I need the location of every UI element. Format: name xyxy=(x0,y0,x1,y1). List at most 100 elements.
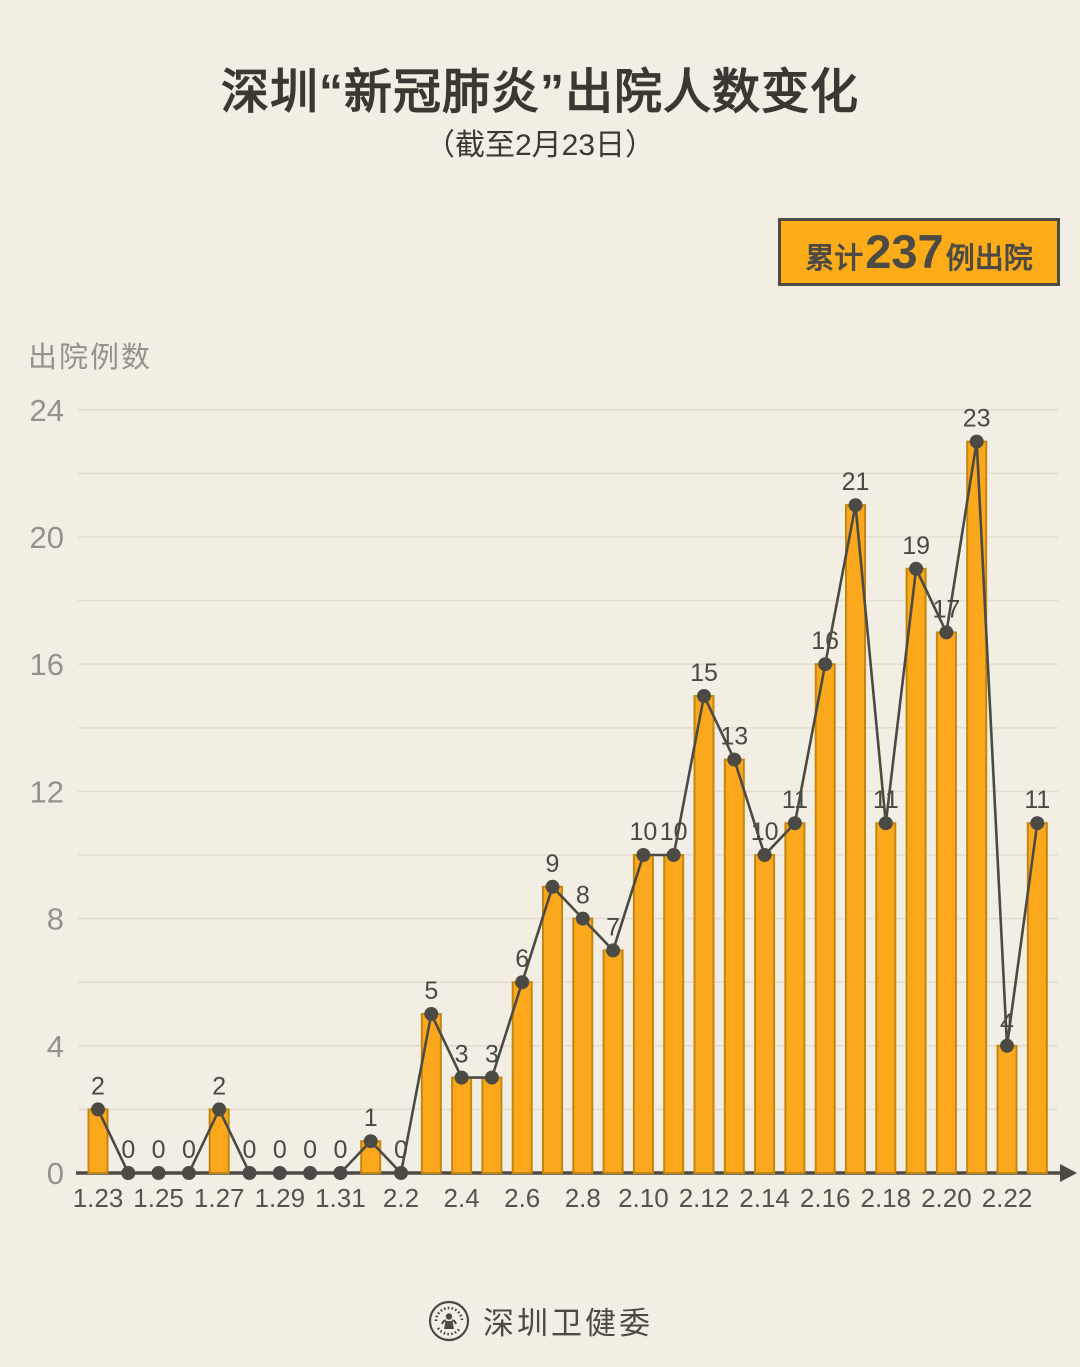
data-point-label: 0 xyxy=(243,1136,257,1164)
x-axis-arrow xyxy=(1060,1164,1077,1182)
data-point-dot xyxy=(181,1166,196,1180)
bar xyxy=(663,854,685,1174)
x-tick-label: 2.4 xyxy=(444,1183,480,1213)
data-point-dot xyxy=(454,1070,469,1085)
x-tick-label: 1.27 xyxy=(194,1183,245,1213)
data-point-label: 0 xyxy=(333,1136,347,1164)
data-point-label: 3 xyxy=(455,1041,469,1069)
y-tick-label: 12 xyxy=(30,774,64,809)
data-point-label: 21 xyxy=(842,468,870,496)
y-tick-label: 8 xyxy=(47,902,64,937)
data-point-label: 0 xyxy=(121,1136,135,1164)
data-point-label: 0 xyxy=(303,1136,317,1164)
data-point-dot xyxy=(91,1102,105,1117)
data-point-label: 8 xyxy=(576,882,590,910)
bar xyxy=(602,949,624,1175)
badge-suffix: 例出院 xyxy=(945,242,1033,275)
data-point-label: 19 xyxy=(902,532,930,560)
data-point-dot xyxy=(333,1166,348,1180)
data-point-dot xyxy=(969,434,984,449)
x-tick-label: 2.8 xyxy=(565,1183,601,1213)
data-point-dot xyxy=(424,1007,439,1021)
data-point-label: 0 xyxy=(182,1136,196,1164)
y-tick-label: 24 xyxy=(30,393,64,428)
footer: 深圳卫健委 xyxy=(0,1298,1080,1343)
data-point-label: 4 xyxy=(1000,1009,1014,1037)
data-point-dot xyxy=(757,848,772,862)
data-point-dot xyxy=(545,879,560,894)
data-point-label: 13 xyxy=(720,723,748,751)
bar xyxy=(845,504,866,1174)
x-tick-label: 2.12 xyxy=(679,1183,730,1213)
bar xyxy=(935,631,957,1174)
bar xyxy=(632,854,654,1174)
data-point-dot xyxy=(242,1166,257,1180)
data-point-dot xyxy=(606,943,621,958)
data-point-dot xyxy=(878,816,893,831)
data-point-label: 23 xyxy=(963,405,991,433)
bar xyxy=(996,1044,1018,1175)
y-tick-label: 20 xyxy=(30,520,64,555)
data-point-dot xyxy=(787,816,802,831)
bar xyxy=(542,885,563,1174)
data-point-dot xyxy=(575,911,590,926)
bar xyxy=(451,1076,473,1174)
page-title: 深圳“新冠肺炎”出院人数变化 xyxy=(220,66,859,119)
data-point-dot xyxy=(1000,1038,1014,1053)
data-point-label: 15 xyxy=(690,659,718,687)
badge-prefix: 累计 xyxy=(805,242,864,275)
data-point-label: 11 xyxy=(1024,786,1050,814)
x-tick-label: 2.14 xyxy=(739,1183,790,1213)
data-point-dot xyxy=(848,498,863,513)
x-tick-label: 1.25 xyxy=(133,1183,184,1213)
x-tick-label: 2.18 xyxy=(860,1183,911,1213)
data-point-label: 5 xyxy=(424,977,438,1005)
data-point-label: 2 xyxy=(91,1072,105,1100)
data-point-label: 11 xyxy=(873,786,899,814)
data-point-dot xyxy=(818,657,833,672)
bar xyxy=(723,758,745,1174)
bar xyxy=(784,822,806,1174)
x-tick-label: 2.2 xyxy=(383,1183,419,1213)
bar xyxy=(754,854,776,1174)
bar xyxy=(875,822,897,1174)
data-point-label: 17 xyxy=(932,595,960,623)
health-commission-seal-icon xyxy=(428,1300,470,1341)
data-point-dot xyxy=(484,1070,499,1085)
data-point-label: 11 xyxy=(782,786,808,814)
data-point-dot xyxy=(363,1134,378,1149)
data-point-dot xyxy=(394,1166,408,1180)
data-point-dot xyxy=(151,1166,166,1180)
badge-count: 237 xyxy=(865,224,944,278)
data-point-dot xyxy=(697,689,711,703)
y-tick-label: 0 xyxy=(47,1156,64,1191)
y-tick-label: 16 xyxy=(30,647,64,682)
data-point-label: 10 xyxy=(660,818,688,846)
data-point-dot xyxy=(212,1102,227,1117)
data-point-label: 6 xyxy=(515,945,529,973)
data-point-label: 1 xyxy=(364,1104,378,1132)
y-axis-label: 出院例数 xyxy=(28,342,153,374)
data-point-dot xyxy=(303,1166,318,1180)
data-point-dot xyxy=(515,975,530,990)
bar xyxy=(511,981,533,1175)
data-point-label: 9 xyxy=(546,850,560,878)
x-tick-label: 2.16 xyxy=(800,1183,851,1213)
bar xyxy=(905,567,927,1174)
x-tick-label: 2.20 xyxy=(921,1183,972,1213)
bar xyxy=(693,695,715,1174)
data-point-label: 0 xyxy=(273,1136,287,1164)
y-tick-label: 4 xyxy=(47,1029,64,1064)
x-tick-label: 2.6 xyxy=(504,1183,540,1213)
data-point-dot xyxy=(666,848,681,862)
bar xyxy=(420,1013,442,1174)
data-point-label: 7 xyxy=(606,913,620,941)
data-point-label: 2 xyxy=(212,1072,226,1100)
data-point-dot xyxy=(727,752,742,767)
bar xyxy=(572,917,594,1174)
x-tick-label: 2.22 xyxy=(982,1183,1033,1213)
bar xyxy=(87,1108,109,1175)
bar xyxy=(481,1076,503,1174)
x-tick-label: 2.10 xyxy=(618,1183,669,1213)
